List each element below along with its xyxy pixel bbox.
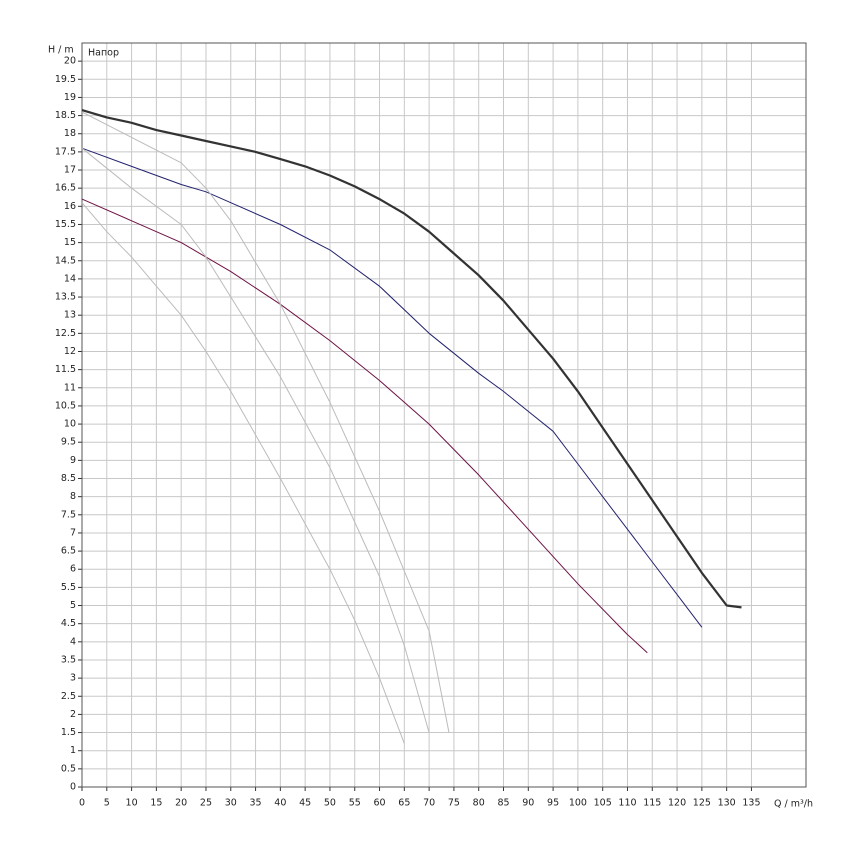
x-tick-label: 15: [150, 798, 162, 809]
y-tick-label: 18: [64, 128, 76, 139]
y-tick-label: 13: [64, 310, 76, 321]
y-tick-label: 9.5: [61, 437, 76, 448]
y-tick-label: 4.5: [61, 618, 76, 629]
x-tick-label: 130: [718, 798, 736, 809]
y-tick-label: 12: [64, 346, 76, 357]
y-tick-label: 17.5: [55, 146, 76, 157]
y-tick-label: 8: [70, 491, 76, 502]
y-tick-label: 10.5: [55, 400, 76, 411]
y-tick-label: 3.5: [61, 654, 76, 665]
y-tick-label: 19.5: [55, 74, 76, 85]
y-tick-label: 15.5: [55, 219, 76, 230]
x-tick-label: 80: [473, 798, 485, 809]
curve: [81, 202, 405, 744]
y-tick-label: 12.5: [55, 328, 76, 339]
x-tick-label: 30: [225, 798, 237, 809]
y-tick-label: 7.5: [61, 509, 76, 520]
y-tick-label: 10: [64, 419, 76, 430]
x-tick-label: 110: [618, 798, 636, 809]
curve: [81, 147, 703, 628]
y-tick-label: 15: [64, 237, 76, 248]
y-tick-label: 11: [64, 382, 76, 393]
x-axis-label: Q / m³/h: [774, 799, 813, 810]
x-tick-label: 35: [250, 798, 262, 809]
y-tick-label: 5: [70, 600, 76, 611]
y-tick-label: 9: [70, 455, 76, 466]
y-tick-label: 2.5: [61, 691, 76, 702]
x-tick-label: 120: [668, 798, 686, 809]
x-tick-label: 5: [104, 798, 110, 809]
x-tick-label: 90: [522, 798, 534, 809]
x-tick-label: 45: [299, 798, 311, 809]
x-tick-label: 65: [398, 798, 410, 809]
x-tick-label: 95: [547, 798, 559, 809]
x-tick-label: 55: [349, 798, 361, 809]
x-tick-label: 125: [693, 798, 711, 809]
y-tick-label: 6.5: [61, 546, 76, 557]
y-tick-label: 19: [64, 92, 76, 103]
y-tick-label: 2: [70, 709, 76, 720]
x-tick-label: 85: [497, 798, 509, 809]
y-tick-label: 7: [70, 527, 76, 538]
y-tick-label: 1.5: [61, 727, 76, 738]
y-tick-label: 16.5: [55, 183, 76, 194]
y-tick-label: 0.5: [61, 763, 76, 774]
y-tick-label: 6: [70, 564, 76, 575]
y-tick-label: 18.5: [55, 110, 76, 121]
curve: [81, 147, 430, 733]
plot-frame: [81, 42, 807, 788]
x-tick-label: 25: [200, 798, 212, 809]
y-axis-label: H / m: [48, 45, 74, 56]
y-tick-label: 8.5: [61, 473, 76, 484]
x-tick-label: 70: [423, 798, 435, 809]
x-tick-label: 105: [594, 798, 612, 809]
x-tick-label: 10: [126, 798, 138, 809]
y-tick-label: 14.5: [55, 255, 76, 266]
curve: [81, 109, 742, 609]
y-tick-label: 17: [64, 165, 76, 176]
x-tick-label: 0: [79, 798, 85, 809]
y-tick-label: 4: [70, 636, 76, 647]
y-tick-label: 14: [64, 273, 76, 284]
x-tick-label: 20: [175, 798, 187, 809]
y-tick-label: 1: [70, 745, 76, 756]
curve: [81, 198, 648, 654]
y-tick-label: 11.5: [55, 364, 76, 375]
x-tick-label: 100: [569, 798, 587, 809]
x-tick-label: 135: [742, 798, 760, 809]
y-tick-label: 3: [70, 673, 76, 684]
y-tick-label: 0: [70, 782, 76, 793]
x-tick-label: 75: [448, 798, 460, 809]
y-tick-label: 13.5: [55, 292, 76, 303]
y-tick-label: 20: [64, 56, 76, 67]
y-tick-label: 16: [64, 201, 76, 212]
series-label: Напор: [88, 48, 119, 59]
y-tick-label: 5.5: [61, 582, 76, 593]
curve: [81, 111, 450, 733]
x-tick-label: 60: [373, 798, 385, 809]
x-tick-label: 40: [274, 798, 286, 809]
x-tick-label: 115: [643, 798, 661, 809]
x-tick-label: 50: [324, 798, 336, 809]
